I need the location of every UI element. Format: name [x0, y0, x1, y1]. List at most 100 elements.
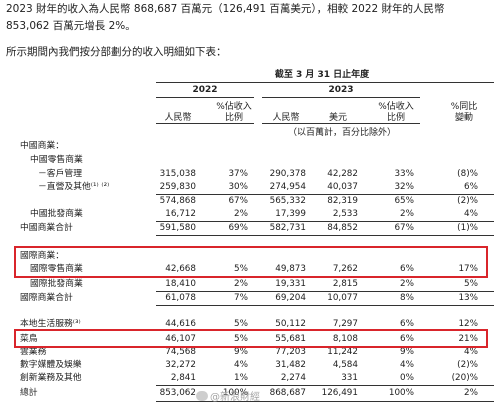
cell-usd-2023: 7,297 [332, 319, 358, 329]
cell-pct-2023: 6% [400, 319, 414, 329]
cell-pct-2023: 6% [400, 264, 414, 274]
row-label: 國際商業： [20, 251, 64, 261]
row-label: 總計 [20, 388, 38, 398]
cell-rmb-2022: 2,841 [170, 373, 196, 383]
cell-rmb-2023: 582,731 [269, 223, 306, 233]
cell-rmb-2023: 55,681 [275, 334, 306, 344]
cell-rmb-2022: 591,580 [159, 223, 196, 233]
table-row: 創新業務及其他 2,841 1% 2,274 331 0% (20)% [0, 372, 500, 385]
cell-pct-2022: 69% [228, 223, 248, 233]
cell-pct-2022: 30% [228, 182, 248, 192]
row-label: 菜鳥 [20, 334, 38, 344]
highlight-box-cainiao [14, 329, 488, 348]
subtotal-rule [156, 291, 494, 292]
grand-total-double-rule [156, 401, 494, 402]
cell-yoy: 21% [458, 334, 478, 344]
cell-rmb-2022: 74,568 [165, 347, 196, 357]
cell-usd-2023: 42,282 [327, 169, 358, 179]
total-rule [156, 235, 494, 236]
cell-yoy: 4% [464, 209, 478, 219]
weibo-icon [196, 391, 208, 401]
table-row: 雲業務 74,568 9% 77,203 11,242 9% 4% [0, 346, 500, 359]
watermark-text: @新浪財經 [210, 392, 260, 403]
cell-pct-2023: 65% [394, 196, 414, 206]
table-row: 總計 853,062 100% 868,687 126,491 100% 2% [0, 387, 500, 400]
row-label: 國際零售商業 [30, 264, 83, 274]
cell-pct-2022: 67% [228, 196, 248, 206]
row-label: 雲業務 [20, 347, 47, 357]
header-rule-top [156, 82, 494, 83]
period-header: 截至 3 月 31 日止年度 [274, 70, 370, 80]
table-row: 國際批發商業 18,410 2% 19,331 2,815 2% 5% [0, 278, 500, 291]
subtotal-rule [156, 221, 494, 222]
table-row: 中國商業合計 591,580 69% 582,731 84,852 67% (1… [0, 222, 500, 235]
cell-pct-2023: 0% [400, 373, 414, 383]
cell-rmb-2023: 17,399 [275, 209, 306, 219]
cell-rmb-2022: 61,078 [165, 293, 196, 303]
year-2023-header: 2023 [328, 85, 354, 95]
cell-rmb-2023: 50,112 [275, 319, 306, 329]
row-label: 中國商業： [20, 141, 64, 151]
grand-total-rule [156, 385, 494, 386]
cell-yoy: 2% [464, 388, 478, 398]
row-label: 國際批發商業 [30, 279, 83, 289]
cell-pct-2023: 4% [400, 360, 414, 370]
col-pct-2023-line1: %佔收入 [378, 102, 414, 112]
year-2022-header: 2022 [192, 85, 218, 95]
cell-usd-2023: 10,077 [327, 293, 358, 303]
col-yoy-line1: %同比 [450, 102, 478, 112]
cell-rmb-2022: 44,616 [165, 319, 196, 329]
intro-line-3: 所示期間內我們按分部劃分的收入明細如下表： [6, 46, 227, 58]
cell-pct-2023: 2% [400, 279, 414, 289]
rule-2023 [262, 97, 420, 98]
intro-line-1: 2023 財年的收入為人民幣 868,687 百萬元（126,491 百萬美元）… [6, 3, 445, 15]
intro-line-2: 853,062 百萬元增長 2%。 [6, 20, 136, 32]
cell-yoy: (8)% [457, 169, 478, 179]
row-label: 中國零售商業 [30, 155, 83, 165]
col-pct-2023-line2: 比例 [386, 113, 405, 123]
cell-rmb-2022: 18,410 [165, 279, 196, 289]
cell-pct-2022: 5% [234, 264, 248, 274]
cell-usd-2023: 2,815 [332, 279, 358, 289]
cell-pct-2023: 33% [394, 169, 414, 179]
cell-rmb-2022: 315,038 [159, 169, 196, 179]
cell-yoy: 12% [458, 319, 478, 329]
row-label: 數字媒體及娛樂 [20, 360, 82, 370]
cell-usd-2023: 2,533 [332, 209, 358, 219]
cell-rmb-2022: 42,668 [165, 264, 196, 274]
table-row: 數字媒體及娛樂 32,272 4% 31,482 4,584 4% (2)% [0, 359, 500, 372]
cell-pct-2022: 7% [234, 293, 248, 303]
table-row: 中國商業： [0, 140, 500, 153]
cell-pct-2023: 6% [400, 334, 414, 344]
cell-yoy: 6% [464, 182, 478, 192]
row-label: 國際商業合計 [20, 293, 73, 303]
cell-usd-2023: 126,491 [321, 388, 358, 398]
col-usd-2023: 美元 [328, 113, 347, 123]
cell-yoy: (20)% [451, 373, 478, 383]
row-label: 本地生活服務⁽³⁾ [20, 319, 81, 329]
total-rule [156, 305, 494, 306]
cell-rmb-2022: 46,107 [165, 334, 196, 344]
cell-usd-2023: 4,584 [332, 360, 358, 370]
cell-pct-2023: 2% [400, 209, 414, 219]
cell-rmb-2022: 574,868 [159, 196, 196, 206]
cell-pct-2022: 5% [234, 334, 248, 344]
table-row: 菜鳥 46,107 5% 55,681 8,108 6% 21% [0, 333, 500, 346]
cell-usd-2023: 82,319 [327, 196, 358, 206]
cell-yoy: (1)% [457, 223, 478, 233]
cell-usd-2023: 84,852 [327, 223, 358, 233]
cell-pct-2022: 2% [234, 209, 248, 219]
table-row: 中國批發商業 16,712 2% 17,399 2,533 2% 4% [0, 208, 500, 221]
rule-2023-cols [262, 123, 420, 124]
cell-pct-2022: 9% [234, 347, 248, 357]
table-row: 國際商業合計 61,078 7% 69,204 10,077 8% 13% [0, 292, 500, 305]
row-label: 中國批發商業 [30, 209, 83, 219]
table-row: －直營及其他⁽¹⁾ ⁽²⁾ 259,830 30% 274,954 40,037… [0, 181, 500, 194]
rule-2022-cols [156, 123, 254, 124]
rule-2022 [156, 97, 254, 98]
row-label: 創新業務及其他 [20, 373, 82, 383]
cell-rmb-2023: 19,331 [275, 279, 306, 289]
cell-rmb-2023: 868,687 [269, 388, 306, 398]
col-rmb-2023: 人民幣 [272, 113, 300, 123]
cell-yoy: 13% [458, 293, 478, 303]
